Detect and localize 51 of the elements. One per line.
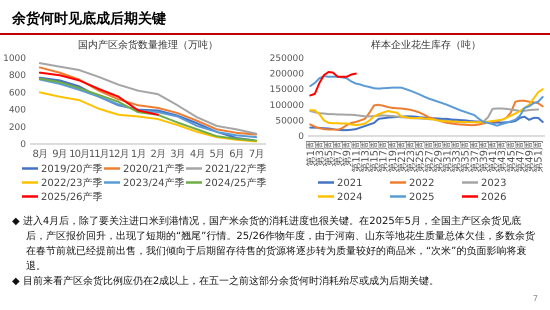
legend-label: 2024 [337, 192, 362, 203]
x-tick-label: 6月 [229, 149, 244, 160]
x-tick-label: 3月 [170, 149, 185, 160]
y-tick-label: 200000 [270, 70, 304, 80]
legend-label: 2023 [481, 178, 506, 189]
text: 7 [532, 294, 538, 303]
text: 余货何时见底成后期关键 [12, 10, 166, 28]
legend-label: 2026 [481, 192, 506, 203]
y-tick-label: 100000 [270, 100, 304, 111]
legend-label: 2019/20产季 [41, 163, 103, 175]
y-tick-label: 200 [8, 122, 26, 133]
line-series [309, 71, 357, 96]
legend-label: 2021 [337, 178, 362, 189]
y-tick-label: 50000 [275, 116, 304, 126]
y-tick-label: 1000 [3, 54, 26, 64]
chart-title: 国内产区余货数量推理（万吨） [78, 39, 218, 51]
text: ◆ 目前来看产区余货比例应仍在2成以上，在五一之前这部分余货何时消耗殆尽或成为后期关键。 [12, 274, 440, 289]
line-series [309, 100, 544, 131]
legend-label: 2025/26产季 [41, 191, 103, 203]
x-tick-label: 4月 [190, 149, 204, 160]
chart-title: 样本企业花生库存（吨） [371, 39, 481, 51]
x-tick-label: 8月 [32, 149, 48, 160]
legend-label: 2021/22产季 [205, 163, 267, 175]
line-series [309, 75, 544, 127]
line-series [309, 88, 544, 126]
x-tick-label: 5月 [210, 149, 224, 160]
legend-label: 2022/23产季 [41, 177, 103, 189]
line-series [309, 115, 544, 132]
line-series [38, 72, 159, 116]
legend-label: 2024/25产季 [205, 177, 267, 189]
y-tick-label: 800 [8, 71, 26, 82]
x-tick-label: 1月 [130, 149, 146, 160]
x-tick-label: 第51周 [532, 140, 545, 173]
x-tick-label: 12月 [108, 149, 129, 160]
y-tick-label: 0 [298, 132, 304, 142]
y-tick-label: 600 [8, 88, 26, 98]
y-tick-label: 250000 [270, 54, 304, 64]
line-series [38, 91, 258, 142]
x-tick-label: 11月 [88, 149, 109, 160]
legend-label: 2023/24产季 [123, 177, 185, 189]
y-tick-label: 0 [20, 140, 26, 150]
text: ◆ 进入4月后，除了要关注进口米到港情况，国产米余货的消耗进度也很关键。在2025年5月，全国主产区余货见底后，产区报价回升，出现了短期的“翘尾”行情。25/26作物年度，由于河南、山东等地花生质量总体欠佳，多数余货在春节前就已经提前出售，我们倾向于后期留存待售的货源将逐步转为质量较好的商品米，“次米”的负面影响将衰退。 [12, 214, 536, 274]
y-tick-label: 150000 [270, 85, 304, 96]
x-tick-label: 7月 [248, 149, 264, 160]
x-tick-label: 9月 [52, 149, 67, 160]
y-tick-label: 400 [8, 106, 26, 116]
legend-label: 2020/21产季 [123, 163, 185, 175]
x-tick-label: 2月 [150, 149, 166, 160]
legend-label: 2022 [409, 178, 434, 189]
x-tick-label: 10月 [69, 149, 90, 160]
legend-label: 2025 [409, 192, 434, 203]
